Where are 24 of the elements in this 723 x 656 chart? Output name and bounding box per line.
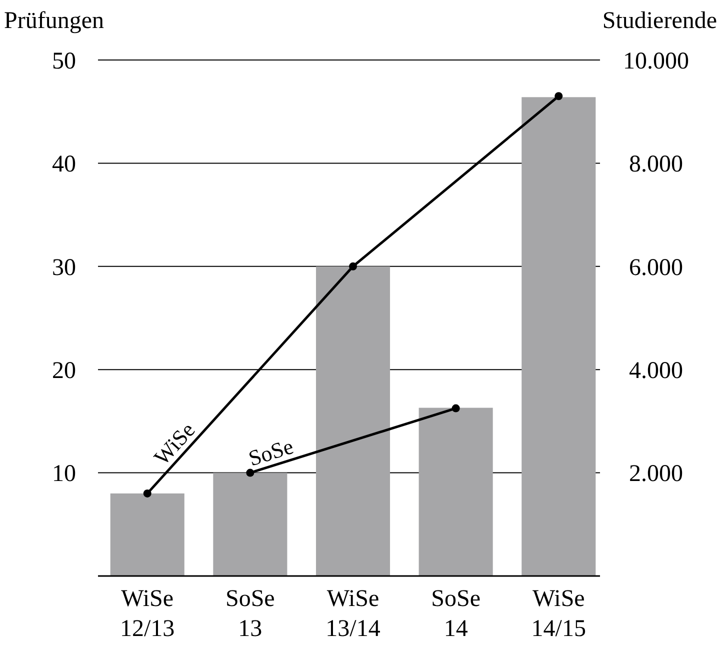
y-axis-title: Prüfungen	[4, 8, 104, 34]
y2-axis-title: Studierende	[602, 8, 717, 34]
x-tick-label: WiSe 14/15	[531, 586, 586, 642]
text: WiSe	[148, 417, 200, 470]
x-tick-label: SoSe 13	[226, 586, 275, 642]
y-tick-label: 30	[52, 254, 76, 281]
y2-tick-label: 6.000	[629, 254, 683, 281]
y2-tick-label: 2.000	[629, 461, 683, 488]
bar	[316, 266, 390, 576]
bar	[213, 472, 288, 576]
y-tick-label: 40	[52, 152, 76, 178]
x-tick-label: WiSe 12/13	[120, 586, 175, 642]
bar	[418, 408, 493, 576]
y2-tick-label: 4.000	[629, 358, 683, 384]
bar	[110, 493, 184, 576]
y2-tick-label: 10.000	[623, 48, 689, 74]
y-tick-label: 20	[52, 358, 76, 384]
y-tick-label: 50	[52, 48, 76, 74]
y2-tick-label: 8.000	[629, 152, 683, 178]
x-tick-label: SoSe 14	[431, 586, 480, 642]
text: SoSe	[245, 433, 296, 471]
x-tick-label: WiSe 13/14	[326, 586, 380, 642]
y-tick-label: 10	[52, 461, 76, 488]
bar	[522, 97, 596, 576]
